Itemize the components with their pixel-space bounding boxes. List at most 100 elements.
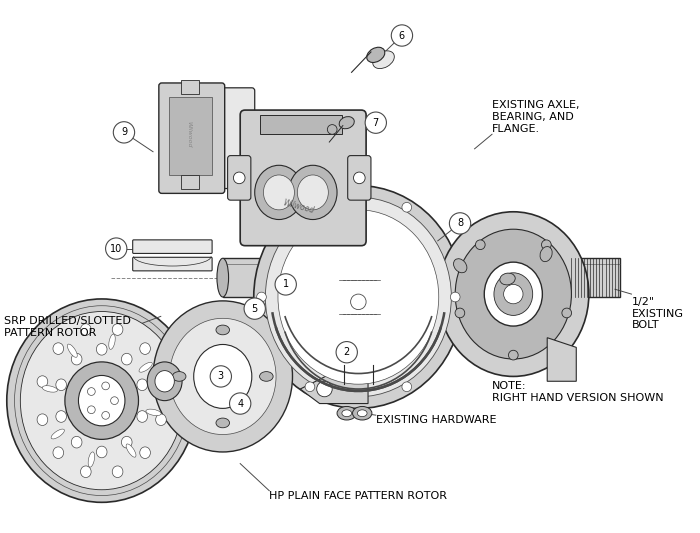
Ellipse shape: [263, 175, 295, 210]
Circle shape: [402, 382, 412, 392]
Ellipse shape: [140, 447, 150, 458]
Ellipse shape: [500, 273, 515, 285]
Text: SRP DRILLED/SLOTTED
PATTERN ROTOR: SRP DRILLED/SLOTTED PATTERN ROTOR: [4, 317, 131, 338]
Text: 3: 3: [218, 372, 224, 382]
Ellipse shape: [484, 262, 542, 326]
Ellipse shape: [194, 344, 252, 408]
Text: EXISTING HARDWARE: EXISTING HARDWARE: [376, 415, 496, 425]
Ellipse shape: [353, 407, 372, 420]
Text: HP PLAIN FACE PATTERN ROTOR: HP PLAIN FACE PATTERN ROTOR: [270, 491, 447, 500]
Circle shape: [305, 203, 315, 212]
Ellipse shape: [217, 259, 229, 297]
Ellipse shape: [137, 411, 148, 422]
Ellipse shape: [298, 175, 328, 210]
FancyBboxPatch shape: [133, 240, 212, 253]
Ellipse shape: [7, 299, 197, 502]
Ellipse shape: [216, 418, 230, 428]
Circle shape: [102, 382, 109, 390]
Circle shape: [111, 397, 118, 405]
Ellipse shape: [51, 429, 64, 439]
Circle shape: [210, 366, 232, 387]
Circle shape: [244, 298, 265, 319]
Ellipse shape: [278, 210, 439, 384]
Ellipse shape: [112, 324, 123, 335]
Ellipse shape: [53, 343, 64, 354]
Circle shape: [391, 25, 412, 46]
FancyBboxPatch shape: [159, 83, 225, 193]
Circle shape: [88, 387, 95, 395]
Text: NOTE:
RIGHT HAND VERSION SHOWN: NOTE: RIGHT HAND VERSION SHOWN: [492, 381, 664, 403]
Circle shape: [102, 411, 109, 419]
Ellipse shape: [80, 324, 91, 335]
Text: 5: 5: [251, 304, 258, 313]
Ellipse shape: [265, 197, 452, 397]
Ellipse shape: [56, 411, 66, 422]
Circle shape: [316, 381, 332, 397]
Ellipse shape: [137, 379, 148, 391]
Text: 6: 6: [399, 30, 405, 41]
Text: 9: 9: [121, 127, 127, 138]
Ellipse shape: [438, 212, 589, 376]
Circle shape: [562, 308, 572, 318]
Ellipse shape: [71, 437, 82, 448]
FancyBboxPatch shape: [240, 110, 366, 246]
Polygon shape: [547, 338, 576, 381]
Circle shape: [328, 125, 337, 134]
Circle shape: [475, 240, 485, 249]
Ellipse shape: [97, 343, 107, 355]
Text: 1: 1: [283, 279, 289, 289]
Bar: [181, 80, 199, 94]
Ellipse shape: [37, 414, 48, 425]
Ellipse shape: [367, 47, 385, 62]
Circle shape: [365, 112, 386, 133]
Bar: [169, 98, 212, 175]
Ellipse shape: [260, 372, 273, 381]
Ellipse shape: [169, 318, 276, 434]
Circle shape: [88, 406, 95, 414]
Ellipse shape: [88, 452, 95, 467]
Bar: [260, 115, 342, 134]
Ellipse shape: [108, 334, 116, 349]
Ellipse shape: [172, 372, 186, 381]
Text: Wilwood: Wilwood: [186, 121, 191, 148]
Ellipse shape: [139, 362, 153, 372]
Ellipse shape: [53, 447, 64, 458]
Ellipse shape: [112, 466, 123, 478]
Circle shape: [351, 294, 366, 310]
Circle shape: [257, 292, 266, 302]
Ellipse shape: [155, 414, 167, 425]
Ellipse shape: [358, 410, 367, 417]
Ellipse shape: [155, 370, 174, 392]
Circle shape: [503, 285, 523, 304]
Circle shape: [106, 238, 127, 259]
Text: Wilwood: Wilwood: [281, 198, 315, 215]
Circle shape: [354, 172, 365, 184]
Ellipse shape: [20, 311, 183, 490]
Bar: [181, 175, 199, 189]
Ellipse shape: [146, 409, 161, 416]
Text: 10: 10: [110, 244, 122, 254]
Ellipse shape: [342, 410, 351, 417]
FancyBboxPatch shape: [133, 257, 212, 271]
Text: 7: 7: [372, 118, 379, 128]
Bar: [223, 259, 620, 297]
Text: 4: 4: [237, 399, 244, 409]
Ellipse shape: [216, 325, 230, 335]
Circle shape: [233, 172, 245, 184]
Ellipse shape: [121, 353, 132, 365]
Ellipse shape: [56, 379, 66, 391]
Ellipse shape: [80, 466, 91, 478]
Ellipse shape: [254, 185, 463, 408]
FancyBboxPatch shape: [348, 156, 371, 200]
Ellipse shape: [97, 446, 107, 458]
Ellipse shape: [67, 344, 77, 357]
Ellipse shape: [71, 353, 82, 365]
Circle shape: [275, 274, 296, 295]
Ellipse shape: [121, 437, 132, 448]
Text: EXISTING AXLE,
BEARING, AND
FLANGE.: EXISTING AXLE, BEARING, AND FLANGE.: [492, 100, 580, 134]
Ellipse shape: [37, 376, 48, 387]
Ellipse shape: [372, 51, 394, 69]
Ellipse shape: [155, 376, 167, 387]
Polygon shape: [300, 375, 368, 403]
Ellipse shape: [147, 362, 182, 401]
